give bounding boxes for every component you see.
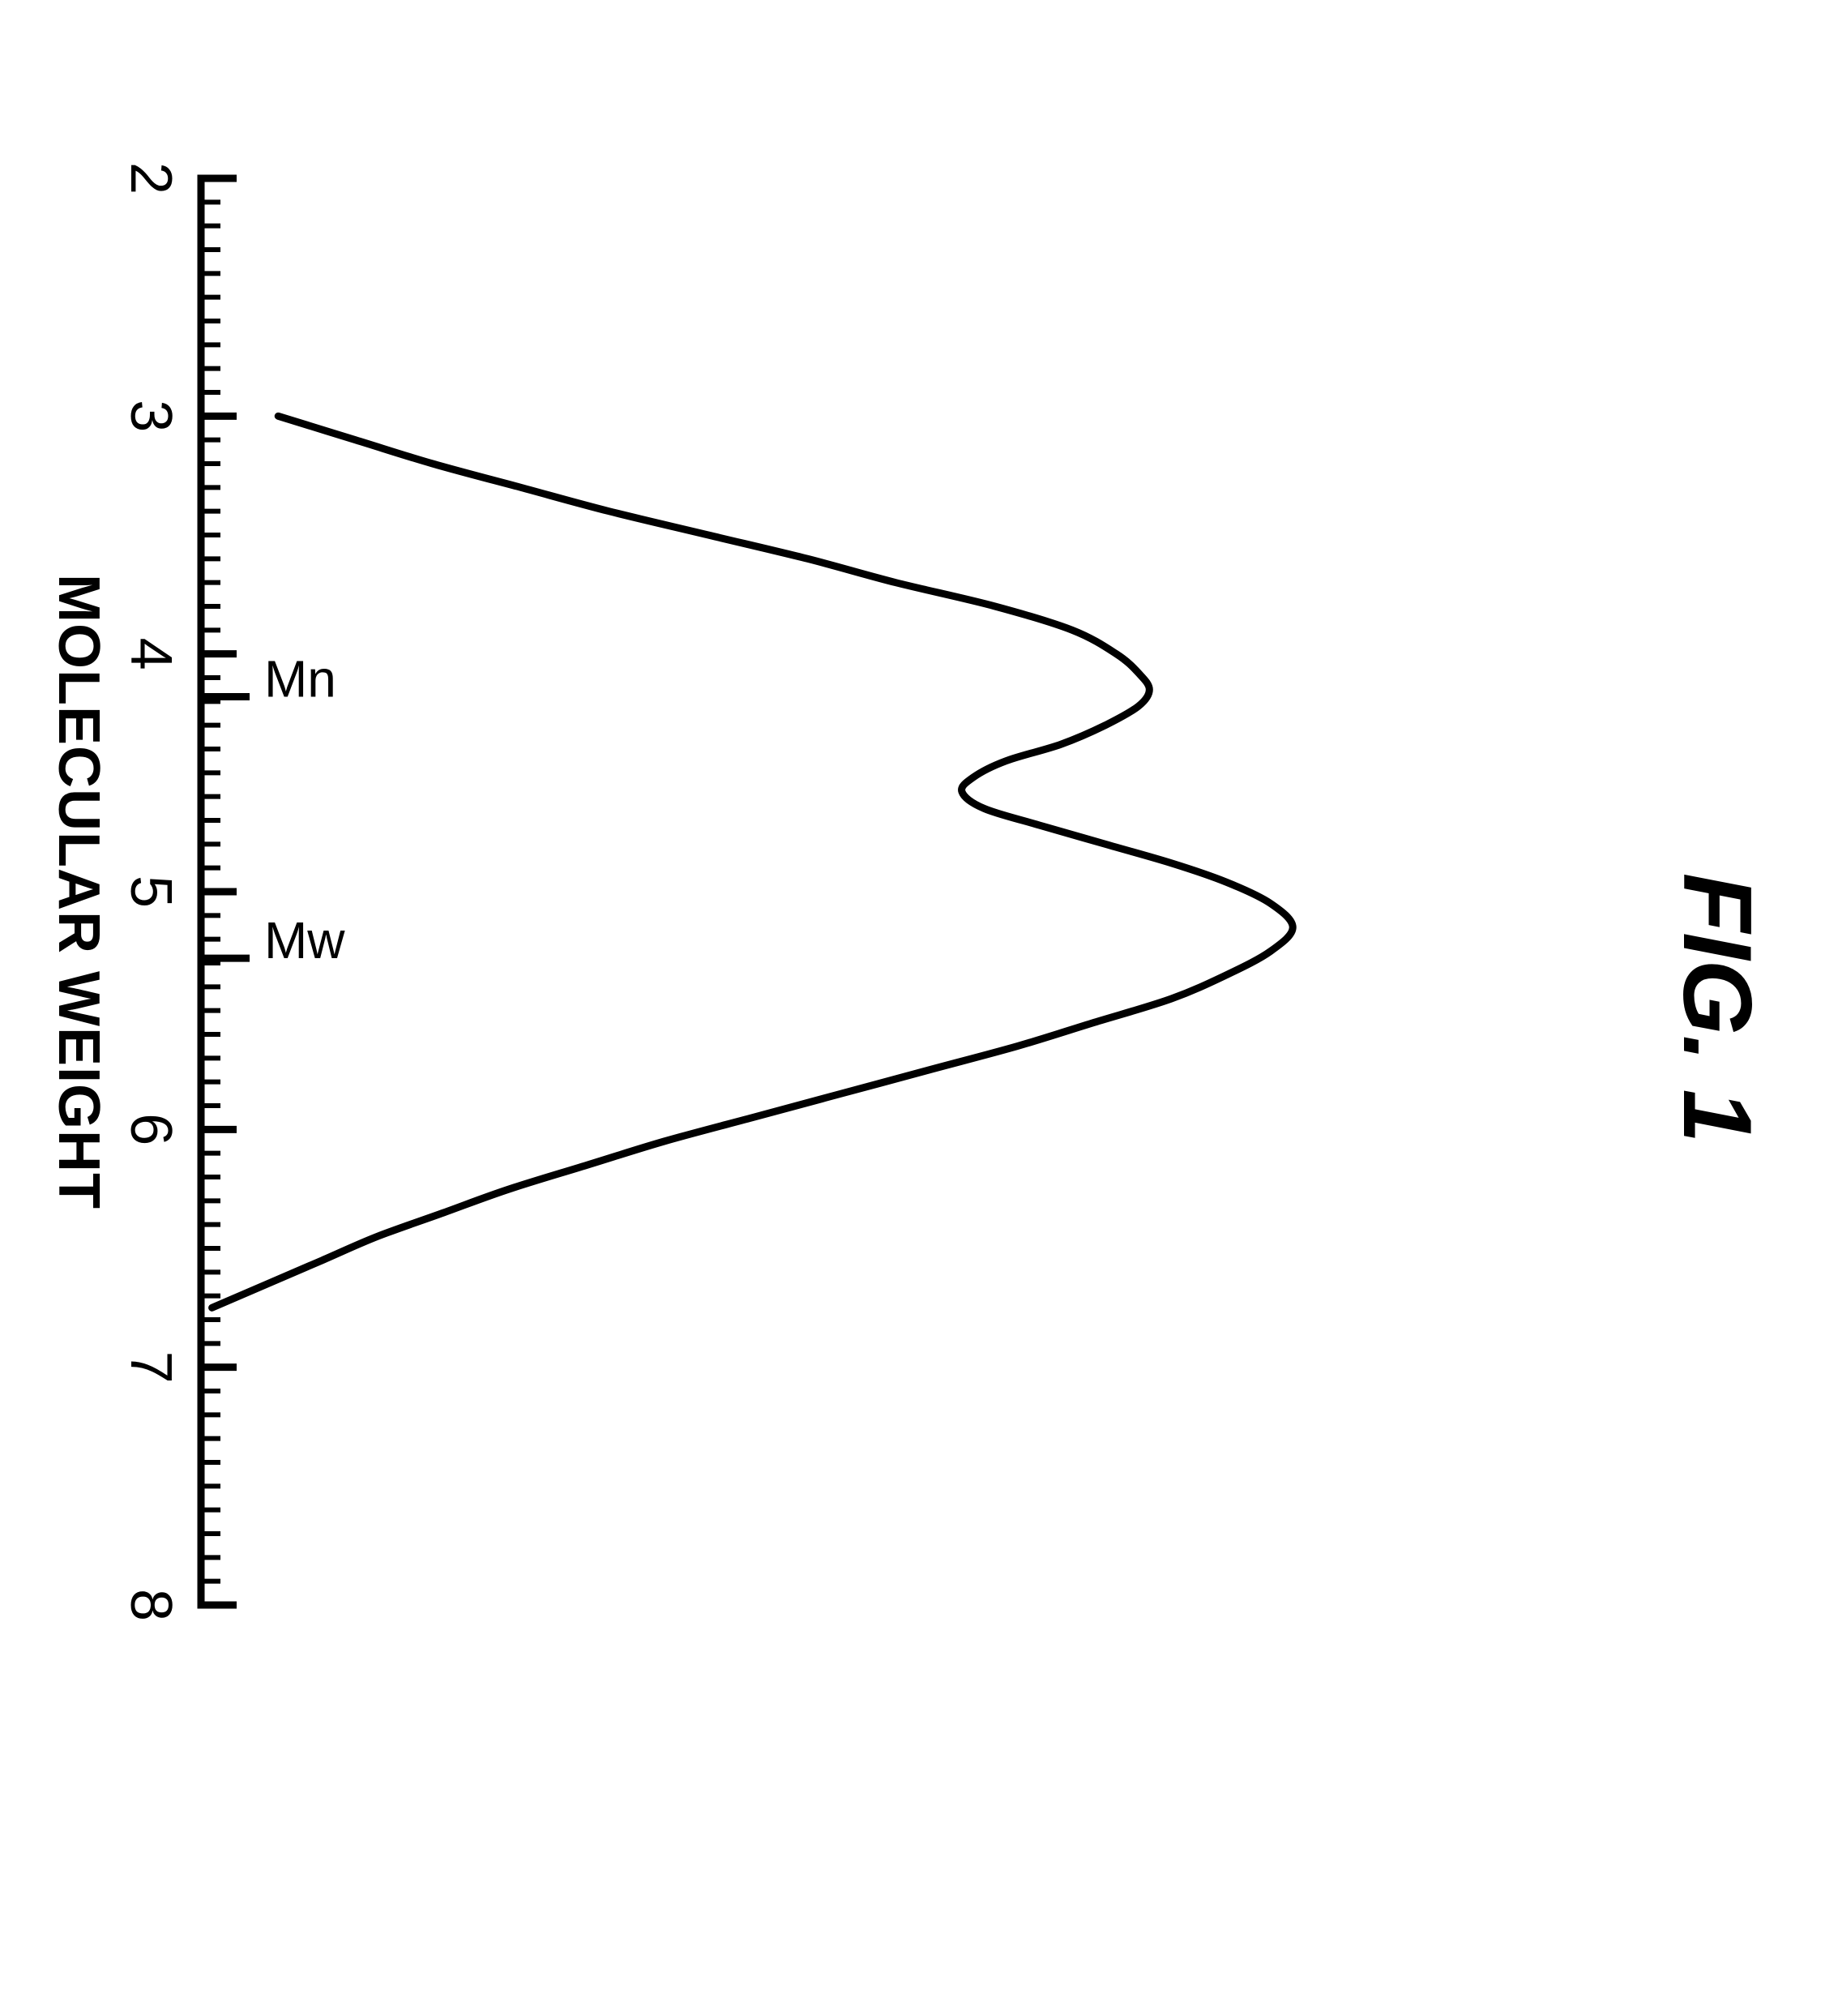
x-tick-label: 4	[118, 638, 183, 670]
figure-stage: FIG. 1 2 3 4 5 6 7 8 Mn Mw MOLECULAR WEIGHT	[0, 0, 1838, 2016]
figure-title: FIG. 1	[1663, 873, 1772, 1143]
annotation-label: Mw	[264, 911, 345, 969]
chart-svg: FIG. 1 2 3 4 5 6 7 8 Mn Mw MOLECULAR WEIGHT	[0, 0, 1838, 2016]
x-tick-label: 3	[118, 400, 183, 432]
x-tick-label: 7	[118, 1351, 183, 1384]
x-axis-label: MOLECULAR WEIGHT	[46, 574, 111, 1209]
x-tick-label: 6	[118, 1113, 183, 1145]
x-tick-label: 2	[118, 162, 183, 195]
x-tick-label: 5	[118, 875, 183, 908]
x-tick-label: 8	[118, 1589, 183, 1621]
annotation-label: Mn	[264, 649, 336, 708]
